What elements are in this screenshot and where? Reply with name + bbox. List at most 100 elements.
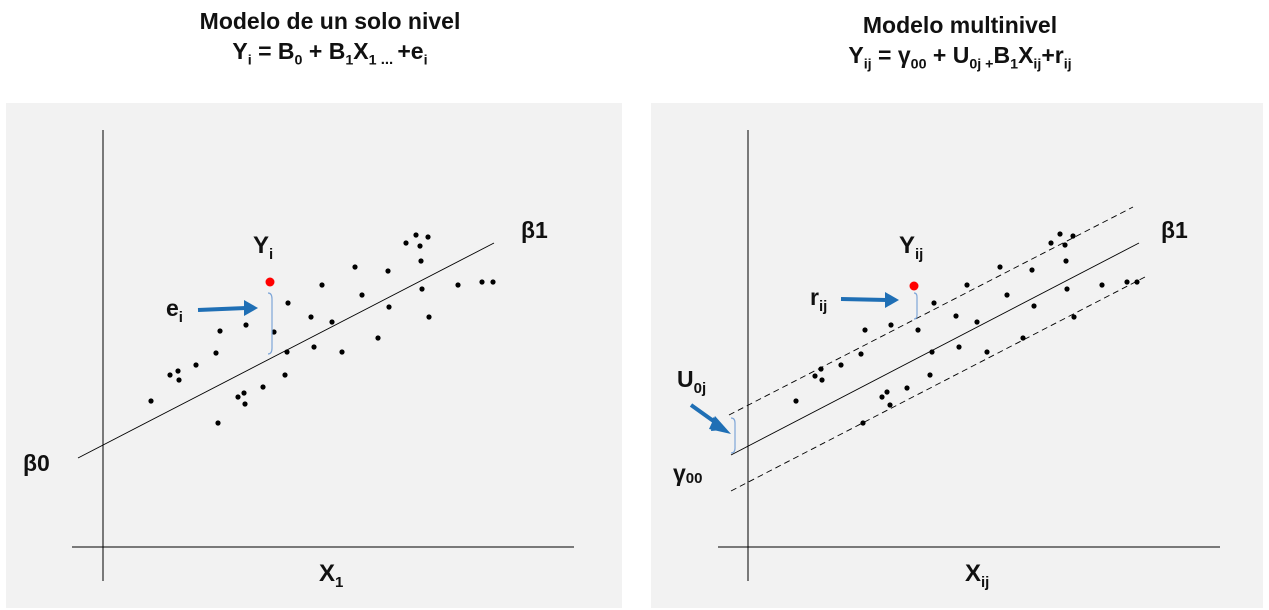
left-data-point bbox=[455, 282, 461, 288]
left-data-point bbox=[425, 234, 431, 240]
right-data-point bbox=[915, 327, 921, 333]
multilevel-panel: Yij rij β1 U0j γ00 Xij bbox=[651, 103, 1263, 608]
right-data-point bbox=[862, 327, 868, 333]
left-data-point bbox=[479, 279, 485, 285]
right-data-point bbox=[1057, 231, 1063, 237]
left-data-point bbox=[385, 268, 391, 274]
left-data-point bbox=[193, 362, 199, 368]
left-data-point bbox=[319, 282, 325, 288]
multilevel-diagram: Yij rij β1 U0j γ00 Xij bbox=[673, 130, 1220, 591]
right-data-points bbox=[793, 231, 1140, 426]
left-arrow bbox=[197, 306, 247, 312]
right-rij-arrow-head bbox=[885, 292, 899, 308]
left-data-point bbox=[260, 384, 266, 390]
left-data-point bbox=[148, 398, 154, 404]
right-rij-label: rij bbox=[810, 284, 827, 315]
left-arrow-head bbox=[244, 300, 258, 316]
left-data-point bbox=[403, 240, 409, 246]
right-u0j-label: U0j bbox=[677, 366, 706, 397]
right-beta1-label: β1 bbox=[1161, 217, 1188, 243]
right-data-point bbox=[984, 349, 990, 355]
left-data-point bbox=[285, 300, 291, 306]
right-data-point bbox=[1063, 258, 1069, 264]
right-u0j-bracket bbox=[730, 417, 736, 454]
left-data-point bbox=[413, 232, 419, 238]
right-data-point bbox=[1099, 282, 1105, 288]
right-data-point bbox=[1070, 233, 1076, 239]
left-data-point bbox=[167, 372, 173, 378]
left-x1-label: X1 bbox=[319, 560, 343, 591]
right-highlight-point bbox=[909, 281, 919, 291]
right-data-point bbox=[819, 377, 825, 383]
right-title-text: Modelo multinivel bbox=[862, 12, 1058, 38]
left-data-point bbox=[386, 304, 392, 310]
left-beta1-label: β1 bbox=[521, 217, 548, 243]
right-data-point bbox=[1062, 242, 1068, 248]
right-data-point bbox=[858, 351, 864, 357]
left-data-point bbox=[242, 401, 248, 407]
single-level-diagram: Yi ei β1 β0 X1 bbox=[23, 130, 574, 591]
right-data-point bbox=[1064, 286, 1070, 292]
right-data-point bbox=[1048, 240, 1054, 246]
right-data-point bbox=[838, 362, 844, 368]
left-yi-label: Yi bbox=[253, 232, 273, 263]
right-data-point bbox=[1004, 292, 1010, 298]
left-data-point bbox=[176, 377, 182, 383]
right-regression-line bbox=[730, 242, 1140, 456]
left-data-point bbox=[418, 258, 424, 264]
left-data-point bbox=[311, 344, 317, 350]
right-data-point bbox=[964, 282, 970, 288]
right-xij-label: Xij bbox=[965, 560, 989, 591]
right-gamma00-label: γ00 bbox=[673, 460, 702, 487]
left-data-point bbox=[419, 286, 425, 292]
left-data-point bbox=[339, 349, 345, 355]
right-data-point bbox=[953, 313, 959, 319]
left-data-point bbox=[235, 394, 241, 400]
right-yij-label: Yij bbox=[899, 232, 923, 263]
right-lower-dashed-line bbox=[730, 276, 1146, 492]
left-data-point bbox=[426, 314, 432, 320]
left-data-point bbox=[359, 292, 365, 298]
left-highlight-point bbox=[265, 277, 275, 287]
right-data-point bbox=[1029, 267, 1035, 273]
right-data-point bbox=[860, 420, 866, 426]
left-beta0-label: β0 bbox=[23, 450, 50, 476]
right-data-point bbox=[1071, 314, 1077, 320]
left-formula: Yi = B0 + B1X1 ... +ei bbox=[232, 38, 428, 69]
right-data-point bbox=[1020, 335, 1026, 341]
left-data-point bbox=[243, 322, 249, 328]
left-ei-label: ei bbox=[166, 295, 183, 326]
left-data-point bbox=[308, 314, 314, 320]
right-title: Modelo multinivel Yij = γ00 + U0j +B1Xij… bbox=[750, 10, 1170, 80]
right-data-point bbox=[888, 322, 894, 328]
right-data-point bbox=[956, 344, 962, 350]
left-data-point bbox=[375, 335, 381, 341]
left-residual-bracket bbox=[267, 292, 273, 355]
right-data-point bbox=[884, 389, 890, 395]
right-data-point bbox=[929, 349, 935, 355]
left-data-point bbox=[490, 279, 496, 285]
right-formula: Yij = γ00 + U0j +B1Xij+rij bbox=[848, 42, 1072, 73]
right-residual-bracket bbox=[913, 292, 918, 320]
right-data-point bbox=[887, 402, 893, 408]
left-data-point bbox=[213, 350, 219, 356]
right-data-point bbox=[997, 264, 1003, 270]
right-data-point bbox=[1031, 303, 1037, 309]
left-data-points bbox=[148, 232, 496, 426]
left-data-point bbox=[271, 329, 277, 335]
single-level-panel: Yi ei β1 β0 X1 bbox=[6, 103, 622, 608]
right-u0j-arrow-tip bbox=[709, 416, 731, 434]
right-upper-dashed-line bbox=[728, 206, 1134, 416]
right-data-point bbox=[974, 319, 980, 325]
left-data-point bbox=[215, 420, 221, 426]
left-title: Modelo de un solo nivel Yi = B0 + B1X1 .… bbox=[120, 6, 540, 76]
left-data-point bbox=[284, 349, 290, 355]
left-data-point bbox=[352, 264, 358, 270]
right-data-point bbox=[904, 385, 910, 391]
left-data-point bbox=[282, 372, 288, 378]
left-data-point bbox=[329, 319, 335, 325]
left-data-point bbox=[175, 368, 181, 374]
right-data-point bbox=[793, 398, 799, 404]
right-data-point bbox=[931, 300, 937, 306]
left-data-point bbox=[241, 390, 247, 396]
